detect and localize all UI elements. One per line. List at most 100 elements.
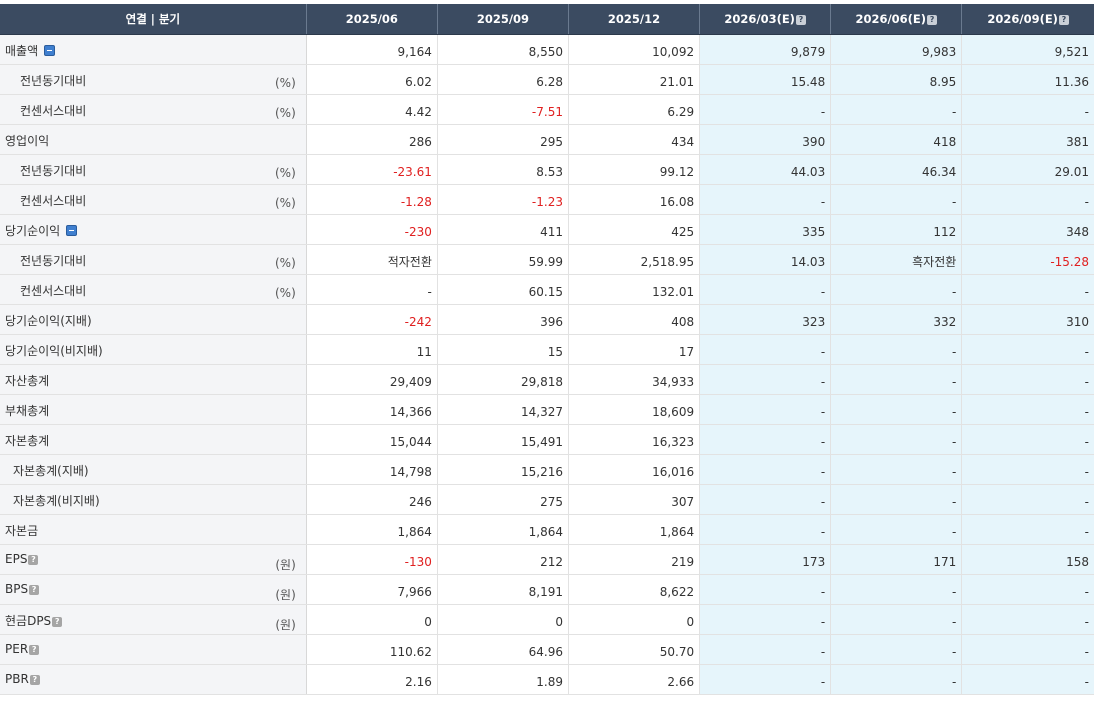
- value-cell: 21.01: [567, 64, 700, 95]
- value-cell: -: [830, 364, 962, 395]
- row-label-cell: 전년동기대비 (%): [0, 244, 307, 275]
- value-cell: 9,983: [830, 34, 962, 65]
- value-cell: 9,521: [961, 34, 1094, 65]
- row-label: 전년동기대비: [20, 74, 87, 88]
- table-row: 자산총계 29,409 29,818 34,933- - -: [0, 364, 1094, 395]
- value-cell: 9,164: [305, 34, 438, 65]
- value-cell: 14,327: [436, 394, 569, 425]
- table-row: PER? 110.62 64.96 50.70- - -: [0, 634, 1094, 665]
- value-cell: 적자전환: [305, 244, 438, 275]
- table-row: 당기순이익(비지배) 11 15 17- - -: [0, 334, 1094, 365]
- collapse-icon[interactable]: [44, 45, 56, 56]
- value-cell: 99.12: [567, 154, 700, 185]
- row-label-wrap: 자산총계: [5, 372, 49, 389]
- value-cell: 14.03: [699, 244, 831, 275]
- help-icon[interactable]: ?: [29, 645, 40, 655]
- value-cell: 34,933: [567, 364, 700, 395]
- help-icon[interactable]: ?: [52, 617, 63, 627]
- row-label-wrap: 컨센서스대비: [20, 192, 86, 209]
- row-label: 전년동기대비: [20, 164, 87, 178]
- row-label-wrap: EPS?: [5, 552, 39, 566]
- value-cell: 11.36: [961, 64, 1094, 95]
- table-row: 당기순이익(지배) -242 396 408 323 332 310: [0, 304, 1094, 335]
- row-label: 자본금: [5, 524, 39, 538]
- value-cell: 4.42: [305, 94, 438, 125]
- value-cell: -: [699, 484, 831, 515]
- row-unit: (%): [275, 286, 296, 300]
- value-cell: 132.01: [567, 274, 700, 305]
- value-cell: 11: [305, 334, 438, 365]
- value-cell: 8,191: [436, 574, 569, 605]
- value-cell: 15: [436, 334, 569, 365]
- value-cell: -23.61: [305, 154, 438, 185]
- row-label-wrap: 자본총계: [5, 432, 49, 449]
- value-cell: 흑자전환: [830, 244, 962, 275]
- help-icon[interactable]: ?: [1058, 15, 1069, 25]
- value-cell: 6.02: [305, 64, 438, 95]
- value-cell: 29,409: [305, 364, 438, 395]
- value-cell: -: [699, 424, 831, 455]
- value-cell: -242: [305, 304, 438, 335]
- help-icon[interactable]: ?: [29, 675, 40, 685]
- table-row: 자본금 1,864 1,864 1,864- - -: [0, 514, 1094, 545]
- value-cell: -: [961, 274, 1094, 305]
- row-unit: (%): [275, 76, 296, 90]
- row-label-wrap: 부채총계: [5, 402, 49, 419]
- value-cell: -1.23: [436, 184, 569, 215]
- table-row: 컨센서스대비 (%) 4.42 -7.51 6.29- - -: [0, 94, 1094, 125]
- value-cell: 1,864: [305, 514, 438, 545]
- value-cell: 2.16: [305, 664, 438, 695]
- row-unit: (원): [275, 558, 296, 572]
- value-cell: 173: [699, 544, 831, 575]
- help-icon[interactable]: ?: [927, 15, 938, 25]
- value-cell: -1.28: [305, 184, 438, 215]
- value-cell: 390: [699, 124, 831, 155]
- value-cell: -: [961, 394, 1094, 425]
- value-cell: 16,016: [567, 454, 700, 485]
- value-cell: 17: [567, 334, 700, 365]
- table-row: 당기순이익 -230 411 425 335 112 348: [0, 214, 1094, 245]
- value-cell: -: [699, 94, 831, 125]
- row-label: PER: [5, 642, 29, 656]
- row-label-wrap: PBR?: [5, 672, 40, 686]
- row-label: 현금DPS: [5, 614, 52, 628]
- value-cell: -: [961, 604, 1094, 635]
- value-cell: 295: [436, 124, 569, 155]
- value-cell: -: [830, 454, 962, 485]
- row-label-wrap: 전년동기대비: [20, 72, 86, 89]
- value-cell: -230: [305, 214, 438, 245]
- value-cell: 15,216: [436, 454, 569, 485]
- row-label-cell: 자본총계(지배): [0, 454, 307, 485]
- row-label-wrap: 전년동기대비: [20, 162, 86, 179]
- help-icon[interactable]: ?: [28, 555, 39, 565]
- table-row: EPS? (원) -130 212 219 173 171 158: [0, 544, 1094, 575]
- value-cell: -: [830, 664, 962, 695]
- value-cell: 0: [436, 604, 569, 635]
- value-cell: -15.28: [961, 244, 1094, 275]
- row-label: EPS: [5, 552, 28, 566]
- value-cell: 434: [567, 124, 700, 155]
- row-label-wrap: 전년동기대비: [20, 252, 86, 269]
- row-label: BPS: [5, 582, 29, 596]
- row-label: 컨센서스대비: [20, 104, 87, 118]
- help-icon[interactable]: ?: [29, 585, 40, 595]
- row-label-cell: 컨센서스대비 (%): [0, 274, 307, 305]
- row-label: 당기순이익(비지배): [5, 344, 103, 358]
- row-label-wrap: 자본총계(비지배): [13, 492, 100, 509]
- value-cell: 212: [436, 544, 569, 575]
- table-header-row: 연결 | 분기 2025/06 2025/09 2025/12 2026/03(…: [0, 4, 1094, 35]
- table-row: PBR? 2.16 1.89 2.66- - -: [0, 664, 1094, 695]
- collapse-icon[interactable]: [66, 225, 78, 236]
- table-row: 자본총계(지배) 14,798 15,216 16,016- - -: [0, 454, 1094, 485]
- value-cell: -: [961, 334, 1094, 365]
- value-cell: 46.34: [830, 154, 962, 185]
- value-cell: 219: [567, 544, 700, 575]
- value-cell: 411: [436, 214, 569, 245]
- row-label-cell: 부채총계: [0, 394, 307, 425]
- row-label-cell: 당기순이익(비지배): [0, 334, 307, 365]
- value-cell: -7.51: [436, 94, 569, 125]
- row-label-cell: 당기순이익: [0, 214, 307, 245]
- row-label: 전년동기대비: [20, 254, 87, 268]
- value-cell: -: [961, 514, 1094, 545]
- help-icon[interactable]: ?: [795, 15, 806, 25]
